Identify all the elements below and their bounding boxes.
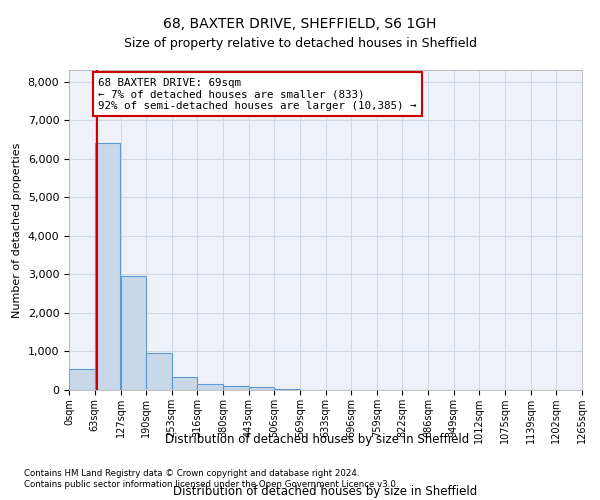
Bar xyxy=(248,388,274,390)
Text: 68, BAXTER DRIVE, SHEFFIELD, S6 1GH: 68, BAXTER DRIVE, SHEFFIELD, S6 1GH xyxy=(163,18,437,32)
Text: Contains HM Land Registry data © Crown copyright and database right 2024.: Contains HM Land Registry data © Crown c… xyxy=(24,468,359,477)
Bar xyxy=(69,369,95,390)
Bar xyxy=(274,389,300,390)
Text: Distribution of detached houses by size in Sheffield: Distribution of detached houses by size … xyxy=(165,432,469,446)
Bar xyxy=(121,276,146,390)
Bar xyxy=(223,386,248,390)
X-axis label: Distribution of detached houses by size in Sheffield: Distribution of detached houses by size … xyxy=(173,485,478,498)
Text: Contains public sector information licensed under the Open Government Licence v3: Contains public sector information licen… xyxy=(24,480,398,489)
Bar xyxy=(197,384,223,390)
Text: Size of property relative to detached houses in Sheffield: Size of property relative to detached ho… xyxy=(124,38,476,51)
Bar xyxy=(95,144,120,390)
Y-axis label: Number of detached properties: Number of detached properties xyxy=(12,142,22,318)
Bar xyxy=(172,377,197,390)
Bar xyxy=(146,353,172,390)
Text: 68 BAXTER DRIVE: 69sqm
← 7% of detached houses are smaller (833)
92% of semi-det: 68 BAXTER DRIVE: 69sqm ← 7% of detached … xyxy=(98,78,416,111)
